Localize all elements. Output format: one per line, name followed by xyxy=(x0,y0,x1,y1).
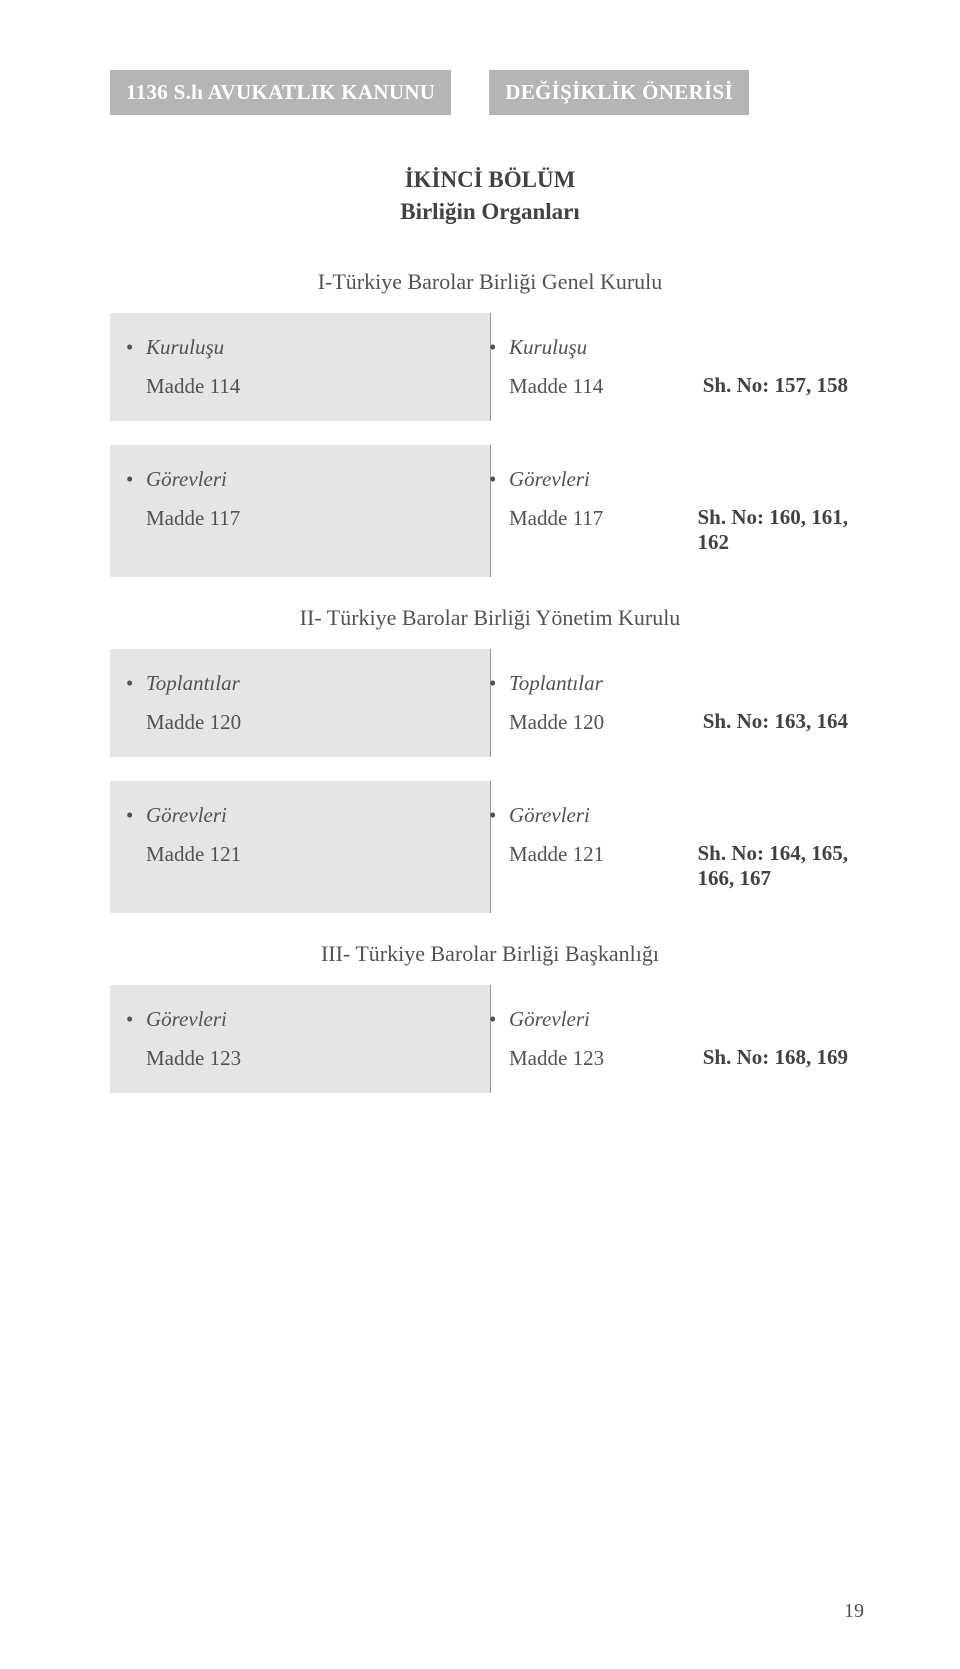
header-bar-right: DEĞİŞİKLİK ÖNERİSİ xyxy=(489,70,749,115)
right-column: Görevleri Madde 117 Sh. No: 160, 161, 16… xyxy=(490,445,870,577)
table-row: Görevleri Madde 117 Görevleri Madde 117 … xyxy=(110,445,870,577)
right-label: Görevleri xyxy=(509,467,689,492)
sh-ref: Sh. No: 168, 169 xyxy=(703,1045,848,1070)
right-label: Kuruluşu xyxy=(509,335,695,360)
left-madde: Madde 123 xyxy=(146,1046,468,1071)
left-label: Toplantılar xyxy=(146,671,468,696)
left-label: Kuruluşu xyxy=(146,335,468,360)
right-madde: Madde 114 xyxy=(509,374,695,399)
left-column: Toplantılar Madde 120 xyxy=(110,649,490,757)
left-label: Görevleri xyxy=(146,803,468,828)
right-madde: Madde 123 xyxy=(509,1046,695,1071)
header-bar-left: 1136 S.lı AVUKATLIK KANUNU xyxy=(110,70,451,115)
sh-ref: Sh. No: 160, 161, xyxy=(697,505,848,530)
right-column: Toplantılar Madde 120 Sh. No: 163, 164 xyxy=(490,649,870,757)
section-title: İKİNCİ BÖLÜM xyxy=(110,167,870,193)
header-bars: 1136 S.lı AVUKATLIK KANUNU DEĞİŞİKLİK ÖN… xyxy=(110,70,870,115)
left-madde: Madde 120 xyxy=(146,710,468,735)
group-heading: II- Türkiye Barolar Birliği Yönetim Kuru… xyxy=(110,605,870,631)
right-label: Görevleri xyxy=(509,1007,695,1032)
sh-ref: Sh. No: 164, 165, xyxy=(697,841,848,866)
left-madde: Madde 117 xyxy=(146,506,468,531)
left-column: Kuruluşu Madde 114 xyxy=(110,313,490,421)
table-row: Görevleri Madde 121 Görevleri Madde 121 … xyxy=(110,781,870,913)
sh-ref: Sh. No: 157, 158 xyxy=(703,373,848,398)
section-subtitle: Birliğin Organları xyxy=(110,199,870,225)
page-number: 19 xyxy=(844,1600,864,1623)
sh-ref-cont: 162 xyxy=(697,530,848,555)
right-label: Görevleri xyxy=(509,803,689,828)
right-column: Kuruluşu Madde 114 Sh. No: 157, 158 xyxy=(490,313,870,421)
left-madde: Madde 121 xyxy=(146,842,468,867)
sh-ref: Sh. No: 163, 164 xyxy=(703,709,848,734)
left-column: Görevleri Madde 123 xyxy=(110,985,490,1093)
left-madde: Madde 114 xyxy=(146,374,468,399)
group-heading: I-Türkiye Barolar Birliği Genel Kurulu xyxy=(110,269,870,295)
table-row: Kuruluşu Madde 114 Kuruluşu Madde 114 Sh… xyxy=(110,313,870,421)
right-madde: Madde 121 xyxy=(509,842,689,867)
right-column: Görevleri Madde 121 Sh. No: 164, 165, 16… xyxy=(490,781,870,913)
right-label: Toplantılar xyxy=(509,671,695,696)
left-label: Görevleri xyxy=(146,1007,468,1032)
left-column: Görevleri Madde 117 xyxy=(110,445,490,577)
group-heading: III- Türkiye Barolar Birliği Başkanlığı xyxy=(110,941,870,967)
left-column: Görevleri Madde 121 xyxy=(110,781,490,913)
table-row: Toplantılar Madde 120 Toplantılar Madde … xyxy=(110,649,870,757)
right-column: Görevleri Madde 123 Sh. No: 168, 169 xyxy=(490,985,870,1093)
right-madde: Madde 117 xyxy=(509,506,689,531)
left-label: Görevleri xyxy=(146,467,468,492)
sh-ref-cont: 166, 167 xyxy=(697,866,848,891)
table-row: Görevleri Madde 123 Görevleri Madde 123 … xyxy=(110,985,870,1093)
right-madde: Madde 120 xyxy=(509,710,695,735)
